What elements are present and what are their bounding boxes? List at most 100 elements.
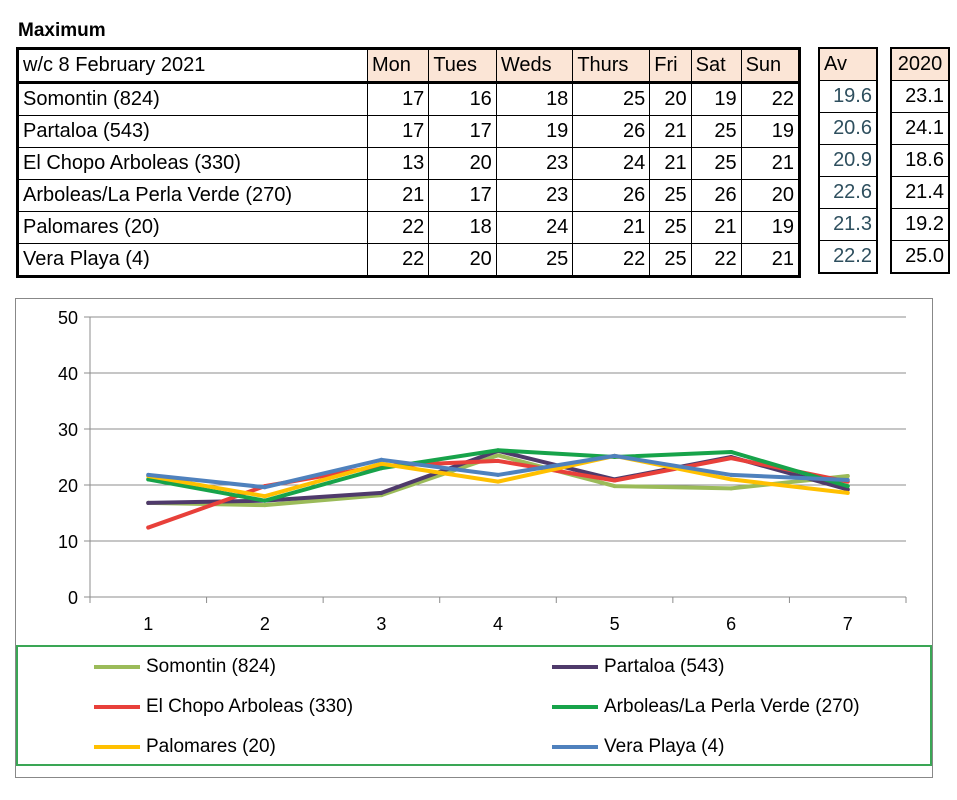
data-point bbox=[146, 500, 151, 505]
year-row: 19.2 bbox=[890, 208, 950, 241]
table-header-row: w/c 8 February 2021 Mon Tues Weds Thurs … bbox=[17, 48, 801, 84]
data-point bbox=[845, 490, 850, 495]
average-cell: 22.6 bbox=[818, 176, 878, 209]
year-cell: 21.4 bbox=[890, 176, 950, 209]
year-row: 25.0 bbox=[890, 240, 950, 274]
temperature-cell: 23 bbox=[495, 179, 574, 212]
legend-item: Vera Playa (4) bbox=[552, 733, 724, 761]
temperature-cell: 26 bbox=[572, 179, 651, 212]
data-point bbox=[262, 485, 267, 490]
week-label: w/c 8 February 2021 bbox=[17, 48, 368, 84]
temperature-cell: 22 bbox=[366, 243, 430, 277]
data-point bbox=[612, 484, 617, 489]
temperature-cell: 22 bbox=[740, 82, 801, 116]
legend-swatch bbox=[94, 665, 140, 669]
temperature-cell: 21 bbox=[740, 147, 801, 180]
average-row: 22.2 bbox=[818, 240, 878, 274]
y-tick-label: 50 bbox=[58, 308, 78, 328]
temperature-cell: 20 bbox=[428, 147, 497, 180]
data-point bbox=[262, 503, 267, 508]
average-cell: 21.3 bbox=[818, 208, 878, 241]
data-point bbox=[262, 498, 267, 503]
year-header: 2020 bbox=[890, 47, 950, 81]
table-row: El Chopo Arboleas (330) 13 20 23 24 21 25 21 bbox=[17, 147, 801, 180]
average-cell: 22.2 bbox=[818, 240, 878, 274]
temperature-cell: 21 bbox=[572, 211, 651, 244]
legend-label: Partaloa (543) bbox=[604, 656, 725, 677]
temperature-cell: 16 bbox=[428, 82, 497, 116]
data-point bbox=[729, 477, 734, 482]
table-row: Arboleas/La Perla Verde (270) 21 17 23 26 25 2… bbox=[17, 179, 801, 212]
temperature-cell: 25 bbox=[649, 243, 692, 277]
temperature-cell: 20 bbox=[740, 179, 801, 212]
data-point bbox=[146, 477, 151, 482]
temperature-cell: 24 bbox=[495, 211, 574, 244]
year-row: 18.6 bbox=[890, 144, 950, 177]
year-header-row: 2020 bbox=[890, 47, 950, 81]
legend-item: Palomares (20) bbox=[94, 733, 276, 761]
legend-swatch bbox=[94, 745, 140, 749]
x-tick-label: 1 bbox=[143, 614, 153, 634]
data-point bbox=[379, 461, 384, 466]
average-cell: 19.6 bbox=[818, 80, 878, 113]
data-point bbox=[845, 474, 850, 479]
temperature-cell: 23 bbox=[495, 147, 574, 180]
average-row: 19.6 bbox=[818, 80, 878, 113]
data-point bbox=[845, 477, 850, 482]
day-header: Weds bbox=[495, 48, 574, 84]
temperature-cell: 25 bbox=[495, 243, 574, 277]
temperature-cell: 17 bbox=[366, 115, 430, 148]
x-tick-label: 6 bbox=[726, 614, 736, 634]
legend-label: Somontin (824) bbox=[146, 656, 276, 677]
temperature-cell: 25 bbox=[649, 179, 692, 212]
average-row: 22.6 bbox=[818, 176, 878, 209]
data-point bbox=[496, 458, 500, 463]
y-tick-label: 10 bbox=[58, 532, 78, 552]
temperature-cell: 17 bbox=[428, 179, 497, 212]
year-table: 2020 23.1 24.1 18.6 21.4 19.2 25.0 bbox=[890, 47, 950, 274]
location-cell: Palomares (20) bbox=[17, 211, 368, 244]
y-tick-label: 40 bbox=[58, 364, 78, 384]
year-cell: 23.1 bbox=[890, 80, 950, 113]
average-header: Av bbox=[818, 47, 878, 81]
data-point bbox=[146, 525, 151, 530]
temperature-cell: 21 bbox=[690, 211, 742, 244]
x-tick-label: 7 bbox=[843, 614, 853, 634]
temperature-cell: 19 bbox=[740, 115, 801, 148]
temperature-cell: 21 bbox=[740, 243, 801, 277]
x-tick-label: 2 bbox=[260, 614, 270, 634]
data-point bbox=[262, 494, 267, 499]
x-tick-label: 5 bbox=[610, 614, 620, 634]
table-row: Somontin (824) 17 16 18 25 20 19 22 bbox=[17, 82, 801, 116]
data-point bbox=[496, 472, 500, 477]
average-cell: 20.9 bbox=[818, 144, 878, 177]
temperature-cell: 20 bbox=[428, 243, 497, 277]
temperature-cell: 22 bbox=[572, 243, 651, 277]
data-point bbox=[845, 487, 850, 492]
year-cell: 25.0 bbox=[890, 240, 950, 274]
temperature-cell: 13 bbox=[366, 147, 430, 180]
legend-swatch bbox=[552, 705, 598, 709]
data-point bbox=[379, 457, 384, 462]
temperature-cell: 21 bbox=[649, 147, 692, 180]
data-point bbox=[612, 478, 617, 483]
temperature-cell: 17 bbox=[366, 82, 430, 116]
average-header-row: Av bbox=[818, 47, 878, 81]
average-cell: 20.6 bbox=[818, 112, 878, 145]
temperature-cell: 22 bbox=[690, 243, 742, 277]
data-point bbox=[729, 486, 734, 491]
y-tick-label: 0 bbox=[68, 588, 78, 608]
line-chart: 0 10 20 30 40 50 1 2 3 4 5 6 7 bbox=[58, 308, 907, 634]
legend-swatch bbox=[552, 665, 598, 669]
y-tick-label: 20 bbox=[58, 476, 78, 496]
legend-label: Vera Playa (4) bbox=[604, 736, 725, 757]
temperature-cell: 19 bbox=[495, 115, 574, 148]
chart-frame: 0 10 20 30 40 50 1 2 3 4 5 6 7 bbox=[15, 298, 933, 778]
table-row: Palomares (20) 22 18 24 21 25 21 19 bbox=[17, 211, 801, 244]
legend-item: El Chopo Arboleas (330) bbox=[94, 693, 353, 721]
temperature-cell: 19 bbox=[740, 211, 801, 244]
data-point bbox=[496, 448, 500, 453]
temperature-cell: 20 bbox=[649, 82, 692, 116]
temperature-cell: 25 bbox=[690, 147, 742, 180]
page-title: Maximum bbox=[18, 20, 106, 41]
